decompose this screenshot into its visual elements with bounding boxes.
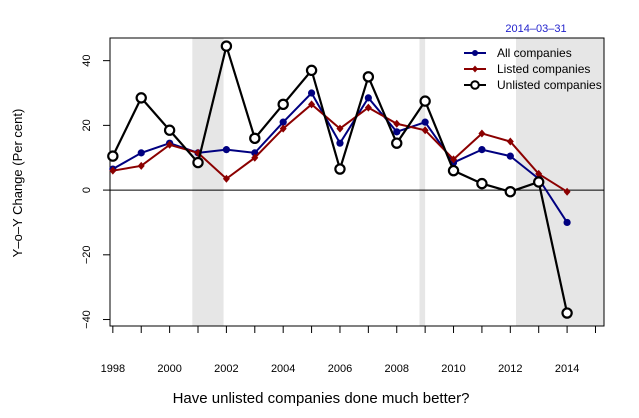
- data-point-unlisted-companies: [107, 150, 119, 162]
- data-point-all-companies: [478, 146, 486, 154]
- legend-label-listed-companies: Listed companies: [497, 62, 590, 76]
- data-point-unlisted-companies: [277, 98, 289, 111]
- y-tick-label: 40: [81, 55, 93, 67]
- legend-label-unlisted-companies: Unlisted companies: [497, 78, 602, 92]
- y-tick-label: −40: [81, 310, 93, 329]
- data-point-listed-companies: [421, 126, 429, 135]
- data-point-listed-companies: [222, 174, 230, 183]
- y-tick-label: −20: [81, 245, 93, 264]
- x-tick-label: 1998: [101, 363, 125, 375]
- data-point-unlisted-companies: [391, 137, 403, 149]
- legend-marker-listed-companies: [472, 65, 478, 73]
- data-point-unlisted-companies: [533, 176, 545, 188]
- plot-frame: [109, 37, 605, 327]
- data-point-unlisted-companies: [561, 307, 573, 319]
- data-point-listed-companies: [364, 103, 372, 112]
- legend-marker-all-companies: [472, 50, 478, 56]
- shaded-period: [192, 38, 224, 326]
- data-point-unlisted-companies: [305, 64, 318, 77]
- y-tick-label: 0: [81, 187, 93, 193]
- legend-label-all-companies: All companies: [497, 46, 572, 60]
- data-point-all-companies: [307, 89, 316, 97]
- data-point-listed-companies: [279, 124, 287, 133]
- data-point-all-companies: [393, 128, 401, 136]
- series-line-listed-companies: [112, 103, 568, 193]
- data-point-all-companies: [222, 146, 231, 154]
- data-point-listed-companies: [478, 129, 486, 138]
- y-axis-label: Y–o–Y Change (Per cent): [10, 109, 25, 258]
- data-point-listed-companies: [308, 100, 316, 109]
- x-tick-label: 2004: [271, 363, 295, 375]
- data-point-unlisted-companies: [504, 186, 517, 198]
- data-point-unlisted-companies: [447, 164, 460, 177]
- data-point-listed-companies: [336, 124, 344, 133]
- data-point-listed-companies: [251, 153, 259, 162]
- data-point-unlisted-companies: [249, 132, 261, 145]
- x-tick-label: 2008: [385, 363, 409, 375]
- data-point-listed-companies: [450, 155, 458, 164]
- x-tick-label: 2006: [328, 363, 352, 375]
- x-tick-label: 2012: [498, 363, 522, 375]
- x-tick-label: 2010: [441, 363, 465, 375]
- date-stamp: 2014–03–31: [505, 23, 566, 35]
- x-tick-label: 2000: [157, 363, 181, 375]
- data-point-listed-companies: [109, 166, 117, 175]
- data-point-unlisted-companies: [362, 71, 375, 83]
- data-point-listed-companies: [166, 140, 174, 149]
- legend-marker-unlisted-companies: [470, 80, 480, 90]
- data-point-unlisted-companies: [334, 163, 346, 175]
- data-point-listed-companies: [393, 119, 401, 128]
- data-point-listed-companies: [535, 169, 543, 178]
- series-line-all-companies: [112, 91, 568, 223]
- x-tick-label: 2014: [555, 363, 579, 375]
- data-point-all-companies: [336, 139, 344, 147]
- data-point-listed-companies: [563, 187, 571, 196]
- data-point-all-companies: [421, 118, 429, 126]
- data-point-unlisted-companies: [192, 156, 204, 169]
- shaded-period: [419, 38, 426, 326]
- data-point-all-companies: [506, 152, 514, 160]
- data-point-listed-companies: [506, 137, 514, 146]
- data-point-unlisted-companies: [220, 40, 233, 52]
- data-point-unlisted-companies: [163, 124, 176, 136]
- x-tick-label: 2002: [214, 363, 238, 375]
- data-point-all-companies: [279, 118, 287, 126]
- data-point-all-companies: [364, 94, 372, 102]
- data-point-unlisted-companies: [476, 177, 488, 190]
- data-point-all-companies: [137, 149, 145, 157]
- data-point-unlisted-companies: [419, 95, 431, 107]
- chart-caption: Have unlisted companies done much better…: [173, 390, 470, 407]
- data-point-unlisted-companies: [135, 92, 147, 104]
- data-point-all-companies: [563, 218, 571, 227]
- y-tick-label: 20: [81, 119, 93, 131]
- data-point-listed-companies: [137, 161, 145, 170]
